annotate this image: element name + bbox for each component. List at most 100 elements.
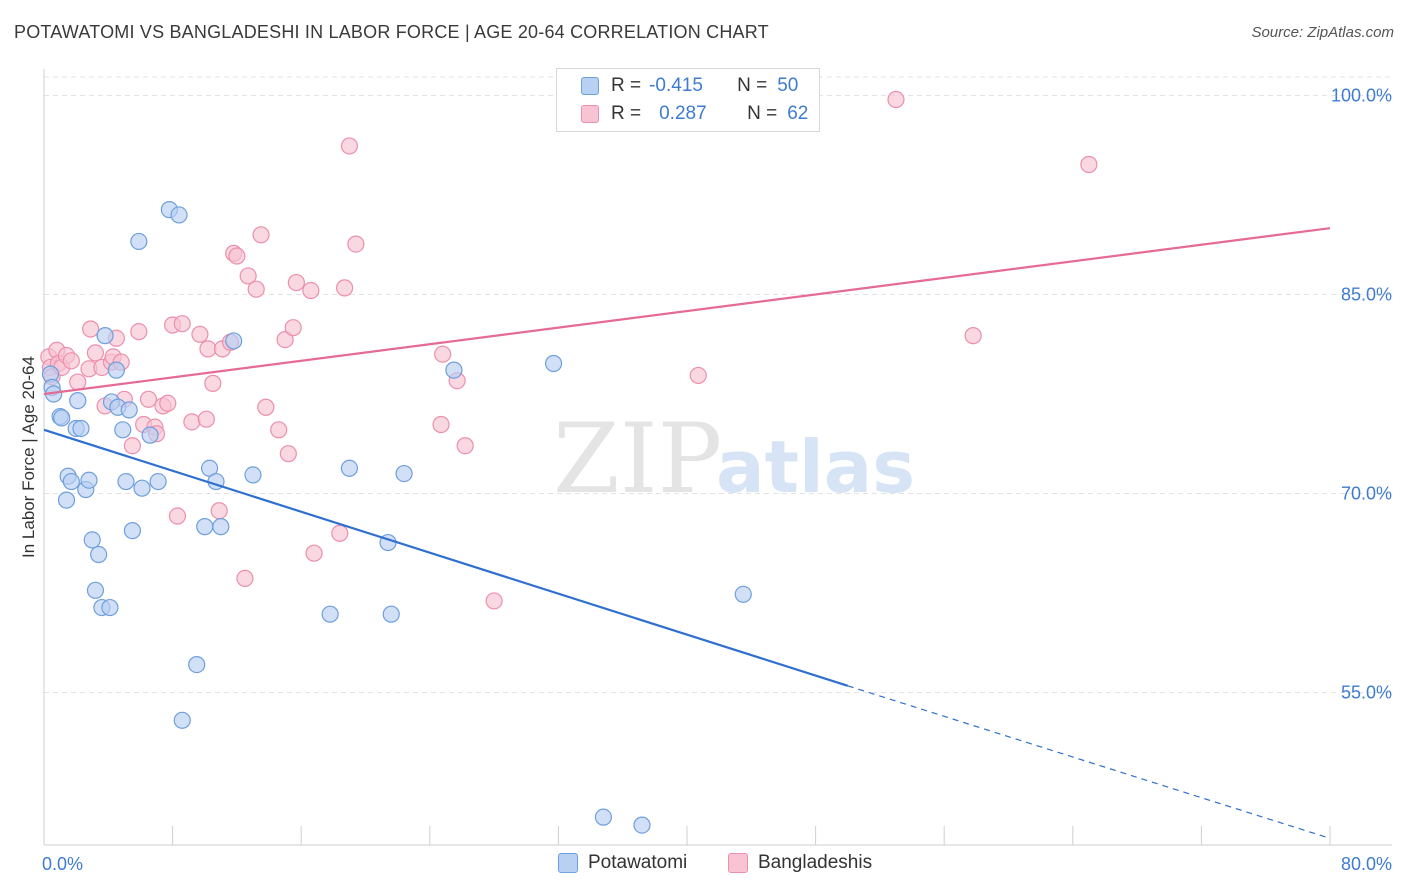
stats-legend: R = -0.415 N = 50 R = 0.287 N = 62 — [556, 68, 820, 132]
bangladeshi-point — [276, 331, 294, 349]
potawatomi-point — [149, 472, 167, 491]
potawatomi-point — [395, 464, 413, 483]
watermark-atlas: atlas — [716, 425, 915, 509]
potawatomi-point — [72, 419, 90, 438]
potawatomi-point — [340, 459, 359, 477]
bangladeshi-point — [228, 247, 246, 265]
bangladeshi-point — [456, 437, 474, 455]
bangladeshi-point — [123, 437, 142, 455]
source-label: Source: ZipAtlas.com — [1251, 24, 1394, 41]
bangladeshi-point — [159, 394, 177, 412]
series-legend: Potawatomi Bangladeshis — [0, 852, 1406, 876]
watermark-zip: ZIP — [553, 403, 722, 515]
potawatomi-point — [80, 471, 98, 489]
potawatomi-point — [53, 409, 71, 427]
potawatomi-point — [101, 598, 119, 617]
legend-swatch-bangladeshi — [581, 105, 599, 123]
bangladeshi-point — [284, 319, 302, 337]
legend-row-bangladeshi: R = 0.287 N = 62 — [581, 100, 808, 128]
bangladeshi-point — [302, 281, 320, 300]
potawatomi-point — [544, 354, 563, 373]
bangladeshi-point — [279, 445, 297, 463]
potawatomi-point — [86, 581, 105, 599]
potawatomi-point — [225, 332, 243, 350]
potawatomi-point — [212, 518, 230, 536]
potawatomi-point — [445, 361, 463, 379]
chart-title: POTAWATOMI VS BANGLADESHI IN LABOR FORCE… — [14, 22, 769, 42]
y-tick-label: 55.0% — [1341, 682, 1392, 702]
bangladeshi-point — [485, 592, 503, 610]
y-axis-label: In Labor Force | Age 20-64 — [19, 356, 38, 558]
potawatomi-point — [321, 605, 339, 623]
legend-n-label: N = — [747, 103, 778, 124]
series-label-bangladeshis: Bangladeshis — [758, 852, 873, 873]
potawatomi-point — [173, 711, 191, 729]
bangladeshi-point — [69, 373, 87, 391]
bangladeshi-point — [86, 344, 105, 362]
legend-r-label: R = — [611, 75, 642, 96]
bangladeshi-point — [204, 374, 222, 392]
bangladeshi-point — [139, 390, 158, 408]
x-tick-label-max: 80.0% — [1341, 854, 1392, 874]
bangladeshi-point — [236, 569, 254, 587]
bangladeshi-point — [270, 421, 288, 439]
bangladeshi-point — [340, 137, 359, 155]
potawatomi-point — [62, 472, 80, 491]
y-tick-label: 70.0% — [1341, 483, 1392, 503]
potawatomi-point — [196, 518, 214, 536]
bangladeshi-point — [82, 320, 100, 338]
legend-n-value: 62 — [787, 103, 809, 124]
potawatomi-point — [96, 327, 114, 345]
legend-n-value: 50 — [777, 75, 799, 96]
bangladeshi-point — [434, 345, 452, 363]
y-tick-label: 100.0% — [1331, 86, 1392, 106]
bangladeshi-point — [257, 398, 275, 416]
bangladeshi-point — [287, 273, 305, 292]
bangladeshi-point — [247, 280, 265, 298]
potawatomi-point — [120, 401, 138, 419]
bangladeshi-point — [210, 502, 228, 520]
bangladeshi-point — [183, 413, 201, 431]
potawatomi-point — [114, 421, 132, 439]
potawatomi-point — [130, 232, 148, 251]
bangladeshi-point — [199, 340, 217, 358]
potawatomi-point — [141, 426, 159, 444]
bangladeshi-point — [239, 267, 257, 285]
bangladeshi-point — [336, 279, 354, 297]
bangladeshi-point — [252, 226, 270, 244]
potawatomi-point — [734, 585, 752, 603]
bangladeshi-point — [689, 366, 707, 385]
legend-r-value: 0.287 — [659, 103, 707, 124]
potawatomi-point — [107, 361, 125, 379]
legend-row-potawatomi: R = -0.415 N = 50 — [581, 72, 798, 100]
bangladeshi-point — [305, 544, 323, 562]
potawatomi-point — [117, 472, 135, 491]
bangladeshi-point — [1080, 155, 1098, 174]
x-tick-label-min: 0.0% — [42, 854, 83, 874]
grid-layer — [44, 76, 1392, 693]
potawatomi-trend-line — [43, 428, 849, 687]
bangladeshi-point — [130, 323, 148, 341]
potawatomi-point — [57, 491, 76, 509]
potawatomi-point — [633, 816, 651, 834]
series-legend-potawatomi: Potawatomi — [558, 852, 687, 874]
potawatomi-point — [123, 522, 142, 540]
bangladeshi-point — [191, 325, 209, 343]
axes-layer — [43, 69, 1392, 846]
watermark: ZIP atlas — [553, 403, 915, 515]
series-swatch-potawatomi — [558, 853, 578, 873]
bangladeshi-trend-line — [43, 227, 1331, 396]
potawatomi-point — [170, 206, 188, 224]
potawatomi-point — [594, 808, 613, 826]
legend-r-value: -0.415 — [649, 75, 703, 96]
bangladeshi-point — [964, 327, 982, 345]
legend-n-label: N = — [737, 75, 768, 96]
bangladeshi-point — [432, 415, 450, 434]
potawatomi-point — [133, 479, 151, 497]
series-legend-bangladeshis: Bangladeshis — [728, 852, 872, 874]
potawatomi-point — [188, 655, 206, 674]
bangladeshi-point — [331, 524, 349, 542]
points-layer — [40, 90, 1098, 834]
potawatomi-point — [69, 392, 87, 410]
